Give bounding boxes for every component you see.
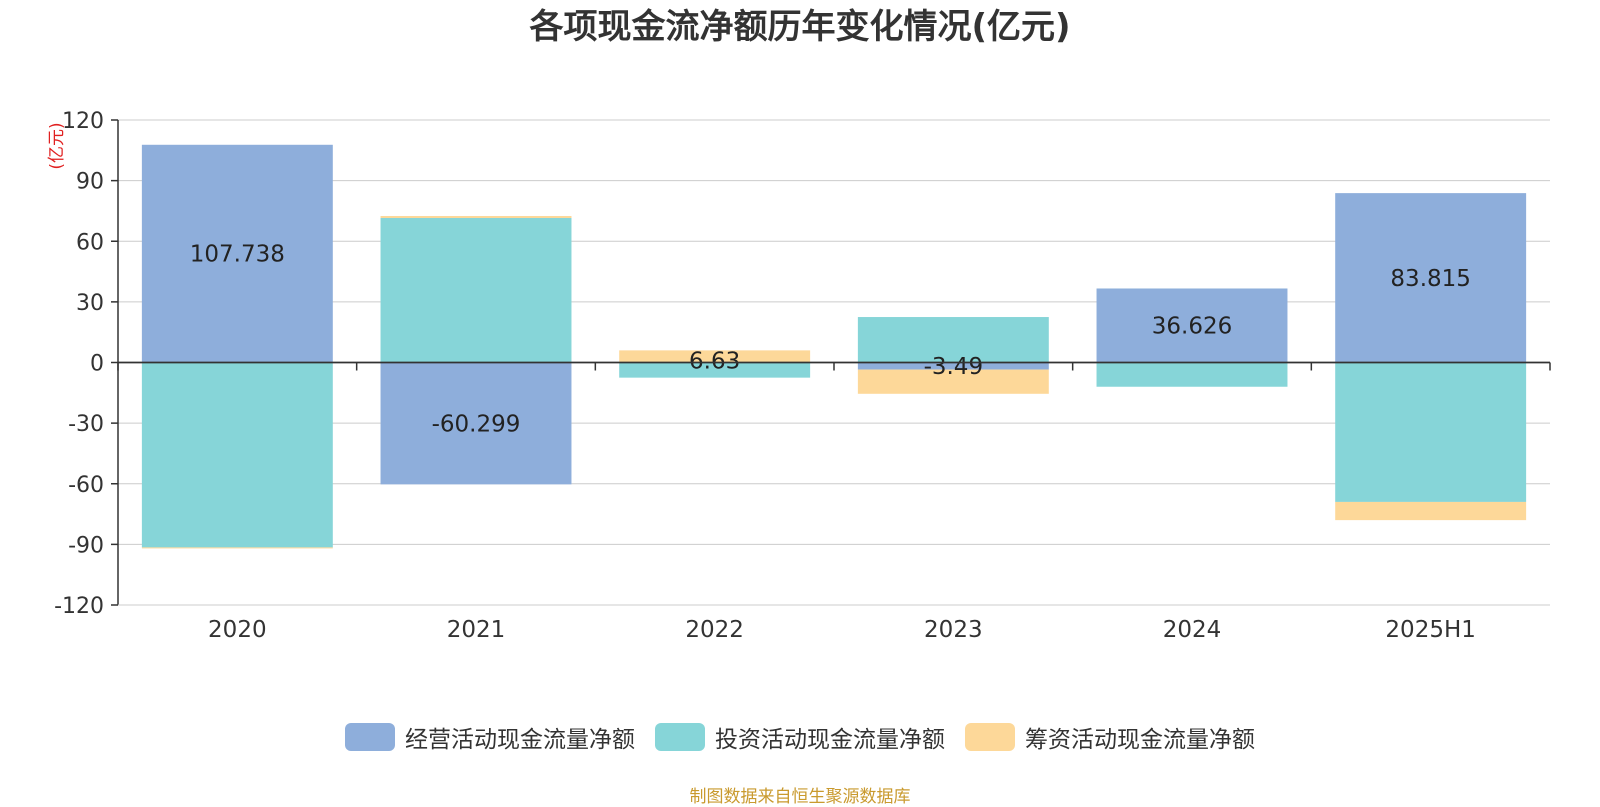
bar-operating-2024 — [1096, 288, 1288, 363]
legend-label-operating: 经营活动现金流量净额 — [405, 727, 635, 753]
y-tick-label: 0 — [90, 352, 104, 377]
bar-operating-2021 — [380, 362, 572, 485]
data-label: -60.299 — [432, 411, 521, 437]
data-label: 6.63 — [689, 348, 740, 374]
bar-investing-2025H1 — [1335, 362, 1527, 502]
legend-swatch-financing — [965, 723, 1015, 751]
x-tick-label: 2021 — [447, 617, 506, 643]
bar-financing-2025H1 — [1335, 501, 1527, 521]
y-tick-label: -90 — [68, 533, 104, 558]
y-axis-unit-label: (亿元) — [47, 122, 67, 169]
legend-item-operating[interactable]: 经营活动现金流量净额 — [345, 720, 635, 754]
legend-item-financing[interactable]: 筹资活动现金流量净额 — [965, 720, 1255, 754]
bar-financing-2020 — [141, 547, 333, 549]
bar-financing-2022 — [619, 350, 811, 363]
legend-label-financing: 筹资活动现金流量净额 — [1025, 727, 1255, 753]
data-label: 36.626 — [1152, 313, 1232, 339]
bar-operating-2020 — [141, 144, 333, 363]
x-tick-label: 2024 — [1163, 617, 1222, 643]
legend-swatch-investing — [655, 723, 705, 751]
chart-title: 各项现金流净额历年变化情况(亿元) — [529, 7, 1071, 47]
x-tick-label: 2023 — [924, 617, 983, 643]
data-label: 83.815 — [1390, 266, 1470, 292]
y-tick-label: 30 — [76, 291, 104, 316]
x-tick-label: 2020 — [208, 617, 267, 643]
bar-financing-2021 — [380, 215, 572, 219]
chart-legend: 经营活动现金流量净额 投资活动现金流量净额 筹资活动现金流量净额 — [0, 720, 1600, 754]
bar-operating-2023 — [857, 362, 1049, 370]
legend-swatch-operating — [345, 723, 395, 751]
bar-financing-2023 — [857, 369, 1049, 394]
data-label: -3.49 — [924, 354, 984, 380]
y-tick-label: 90 — [76, 170, 104, 195]
bar-investing-2020 — [141, 362, 333, 548]
data-label: 107.738 — [190, 242, 285, 268]
bar-investing-2022 — [619, 362, 811, 378]
x-tick-label: 2022 — [685, 617, 744, 643]
x-tick-label: 2025H1 — [1385, 617, 1475, 643]
legend-label-investing: 投资活动现金流量净额 — [715, 727, 945, 753]
legend-item-investing[interactable]: 投资活动现金流量净额 — [655, 720, 945, 754]
bar-investing-2024 — [1096, 362, 1288, 387]
y-tick-label: -30 — [68, 412, 104, 437]
y-tick-label: 60 — [76, 230, 104, 255]
source-note: 制图数据来自恒生聚源数据库 — [689, 787, 911, 807]
y-tick-label: -120 — [54, 594, 104, 619]
y-tick-label: -60 — [68, 473, 104, 498]
bar-investing-2021 — [380, 218, 572, 363]
bar-investing-2023 — [857, 317, 1049, 363]
y-tick-label: 120 — [62, 109, 104, 134]
bar-operating-2025H1 — [1335, 193, 1527, 363]
